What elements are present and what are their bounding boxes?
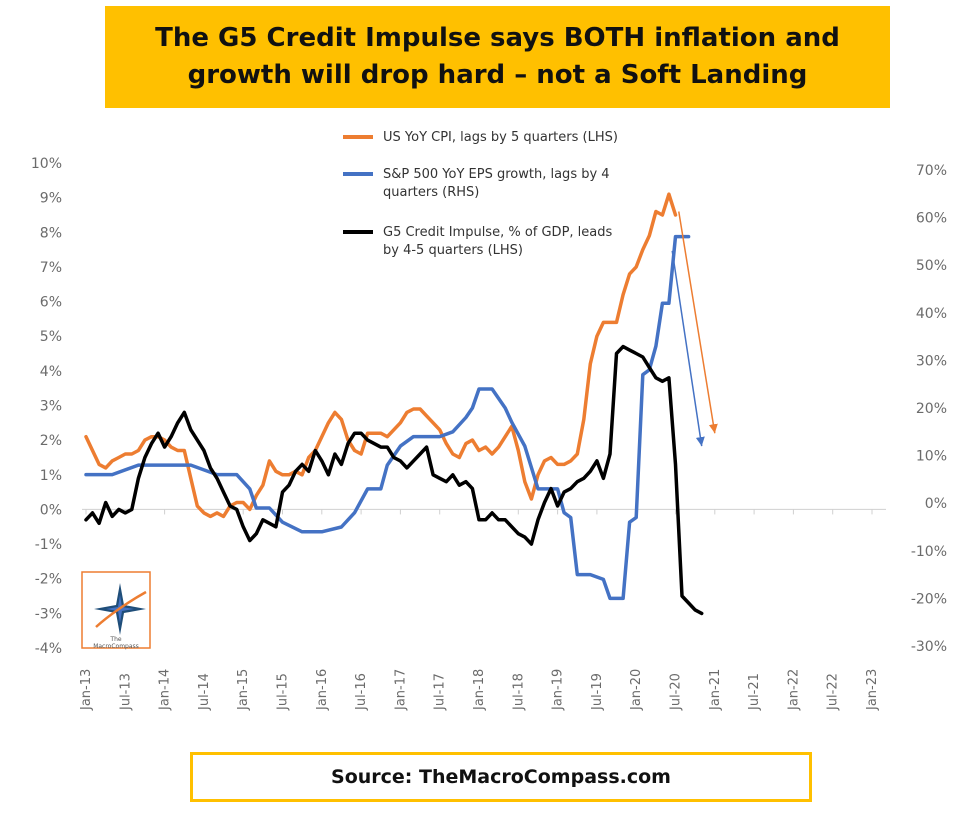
- y-right-tick-label: 0%: [925, 496, 947, 512]
- y-left-tick-label: 6%: [40, 295, 62, 311]
- logo-text-macrocompass: MacroCompass: [93, 643, 139, 650]
- x-tick-label: Jul-22: [826, 673, 841, 711]
- trend-arrow-0: [678, 211, 718, 434]
- y-left-tick-label: 2%: [40, 433, 62, 449]
- x-tick-label: Jan-18: [472, 669, 487, 711]
- x-tick-label: Jan-23: [865, 669, 880, 711]
- legend-label: S&P 500 YoY EPS growth, lags by 4 quarter…: [383, 167, 610, 200]
- y-left-tick-label: -4%: [35, 641, 62, 657]
- x-tick-label: Jul-20: [669, 673, 684, 711]
- x-tick-label: Jan-20: [629, 669, 644, 711]
- x-tick-label: Jul-13: [118, 673, 133, 711]
- y-right-tick-label: 70%: [916, 163, 947, 179]
- series-line-0: [84, 192, 678, 519]
- y-left-tick-label: 7%: [40, 260, 62, 276]
- x-tick-label: Jan-17: [393, 669, 408, 711]
- y-left-tick-label: 4%: [40, 364, 62, 380]
- series-line-1: [84, 234, 691, 601]
- x-tick-label: Jan-21: [708, 669, 723, 711]
- legend-label: G5 Credit Impulse, % of GDP, leads by 4-5…: [383, 225, 613, 258]
- x-tick-label: Jul-17: [433, 673, 448, 711]
- x-tick-label: Jul-16: [354, 673, 369, 711]
- x-tick-label: Jan-13: [79, 669, 94, 711]
- x-tick-label: Jan-19: [551, 669, 566, 711]
- x-tick-label: Jul-19: [590, 673, 605, 711]
- source-box: Source: TheMacroCompass.com: [190, 752, 812, 802]
- x-tick-label: Jan-15: [236, 669, 251, 711]
- y-right-tick-label: 30%: [916, 353, 947, 369]
- y-left-tick-label: -2%: [35, 572, 62, 588]
- annotations-layer: [671, 211, 718, 447]
- y-left-tick-label: 9%: [40, 191, 62, 207]
- legend-label: US YoY CPI, lags by 5 quarters (LHS): [383, 130, 618, 145]
- y-left-tick-label: -3%: [35, 606, 62, 622]
- y-left-tick-label: 10%: [31, 156, 62, 172]
- chart-title: The G5 Credit Impulse says BOTH inflatio…: [155, 23, 840, 90]
- x-tick-label: Jan-16: [315, 669, 330, 711]
- y-left-tick-label: 5%: [40, 329, 62, 345]
- y-right-tick-label: 40%: [916, 306, 947, 322]
- series-layer: [84, 192, 704, 616]
- y-right-tick-label: 50%: [916, 258, 947, 274]
- trend-arrow-1: [671, 250, 705, 447]
- x-tick-label: Jul-21: [747, 673, 762, 711]
- y-right-tick-label: -30%: [911, 639, 947, 655]
- x-tick-label: Jul-14: [197, 673, 212, 711]
- y-right-tick-label: 60%: [916, 211, 947, 227]
- series-line-2: [84, 344, 704, 616]
- chart: Jan-13 Jul-13 Jan-14 Jul-14 Jan-15 Jul-15 Jan-…: [31, 130, 947, 711]
- legend: US YoY CPI, lags by 5 quarters (LHS) S&P …: [343, 130, 618, 258]
- x-tick-label: Jul-15: [276, 673, 291, 711]
- y-left-tick-label: 3%: [40, 399, 62, 415]
- y-right-tick-label: 20%: [916, 401, 947, 417]
- legend-item-1: S&P 500 YoY EPS growth, lags by 4 quarter…: [343, 167, 610, 200]
- macrocompass-logo: The MacroCompass: [81, 571, 151, 650]
- y-right-tick-label: -10%: [911, 544, 947, 560]
- source-text: Source: TheMacroCompass.com: [331, 766, 671, 788]
- logo-text-the: The: [109, 636, 121, 643]
- title-banner: The G5 Credit Impulse says BOTH inflatio…: [105, 6, 890, 108]
- x-tick-label: Jan-14: [158, 669, 173, 711]
- y-right-tick-label: 10%: [916, 449, 947, 465]
- legend-item-2: G5 Credit Impulse, % of GDP, leads by 4-5…: [343, 225, 613, 258]
- y-left-tick-label: 0%: [40, 502, 62, 518]
- axes-layer: Jan-13 Jul-13 Jan-14 Jul-14 Jan-15 Jul-15 Jan-…: [31, 156, 947, 711]
- y-right-tick-label: -20%: [911, 591, 947, 607]
- x-tick-label: Jul-18: [511, 673, 526, 711]
- legend-item-0: US YoY CPI, lags by 5 quarters (LHS): [343, 130, 618, 145]
- y-left-tick-label: 8%: [40, 225, 62, 241]
- y-left-tick-label: 1%: [40, 468, 62, 484]
- x-tick-label: Jan-22: [786, 669, 801, 711]
- y-left-tick-label: -1%: [35, 537, 62, 553]
